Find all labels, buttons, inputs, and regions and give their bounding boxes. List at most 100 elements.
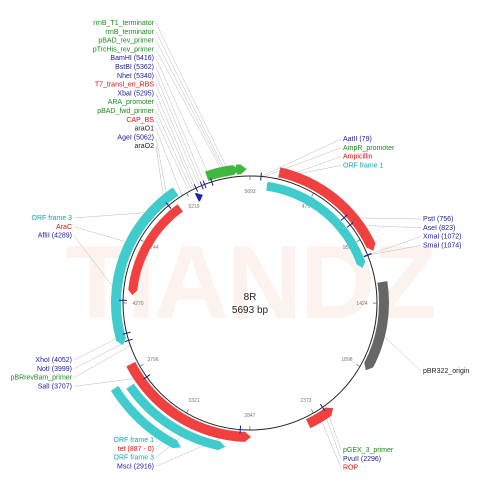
tick-mark <box>139 364 144 367</box>
feature-orf-frame-3-left <box>110 187 179 346</box>
tick-mark <box>186 409 189 414</box>
feature-ampicillin <box>278 167 376 251</box>
feature-ara-promoter <box>205 166 231 181</box>
leader-line <box>155 119 190 192</box>
leader-line <box>155 31 229 178</box>
tick-marks: 5693 475 950 1424 1898 2373 2847 3321 3796 4270 47… <box>122 176 378 431</box>
leader-line <box>155 84 200 187</box>
leader-line <box>155 128 183 196</box>
site-mark <box>260 172 262 181</box>
leader-line <box>155 40 228 179</box>
feature-orf-frame-1-top <box>266 181 366 268</box>
site-label: pGEX_3_primer <box>343 447 394 454</box>
site-label: ROP <box>343 465 359 472</box>
site-label: ORF frame 3 <box>114 455 155 462</box>
leader-line <box>155 102 195 190</box>
tick-label: 5219 <box>188 204 199 210</box>
site-label: AgeI (5062) <box>117 134 154 141</box>
feature-pbr322-origin <box>364 281 390 371</box>
site-mark <box>124 338 133 343</box>
tick-mark <box>356 364 361 367</box>
site-marks <box>119 172 372 434</box>
feature-rrnb-terminator <box>223 165 240 177</box>
tick-label: 475 <box>302 204 311 210</box>
feature-orf-frame-3-bottom <box>110 385 182 449</box>
feature-small-feature <box>235 164 247 175</box>
leader-line <box>367 245 422 256</box>
feature-rop <box>305 407 334 429</box>
tick-label: 3796 <box>147 357 158 363</box>
tick-mark <box>139 239 144 242</box>
leader-line <box>367 236 422 256</box>
site-label: CAP_BS <box>126 117 154 124</box>
feature-labels: rrnB_T1_terminator rrnB_terminator pBAD_re… <box>11 20 470 472</box>
site-label: XhoI (4052) <box>35 357 72 364</box>
site-label: ORF frame 1 <box>343 162 384 169</box>
site-label: PvuII (2296) <box>343 456 381 463</box>
leader-line <box>263 147 342 178</box>
leader-line <box>73 340 129 370</box>
site-mark <box>143 374 151 380</box>
site-label: XmaI (1072) <box>423 234 462 241</box>
leader-line <box>155 22 232 178</box>
site-label: SmaI (1074) <box>423 242 462 249</box>
tick-label: 2847 <box>244 413 255 419</box>
site-mark <box>319 403 326 411</box>
tick-label: 950 <box>343 245 352 251</box>
site-label: SalI (3707) <box>38 383 72 390</box>
site-label: AflII (4289) <box>38 233 72 240</box>
leader-line <box>155 110 192 191</box>
plasmid-size: 5693 bp <box>232 305 269 316</box>
tick-mark <box>356 239 361 242</box>
feature-tet <box>126 361 251 442</box>
leader-line <box>73 345 131 378</box>
site-label: ARA_promoter <box>108 99 155 106</box>
site-label: AmpR_promoter <box>343 145 395 152</box>
site-mark <box>363 253 372 258</box>
site-label: pBRrevBam_primer <box>11 375 73 382</box>
site-mark <box>239 425 242 434</box>
site-label: araO1 <box>135 126 155 133</box>
site-label: T7_transl_en_RBS <box>95 82 154 89</box>
site-label: pBR322_origin <box>423 368 469 375</box>
site-mark <box>193 184 199 192</box>
plasmid-name: 8R <box>244 292 257 303</box>
site-label: rrnB_terminator <box>105 29 154 36</box>
site-label: pBAD_rev_primer <box>98 38 154 45</box>
feature-blue-small <box>194 193 203 202</box>
tick-label: 1898 <box>341 357 352 363</box>
site-label: XbaI (5295) <box>117 90 154 97</box>
site-label: pBAD_fwd_primer <box>97 108 154 115</box>
tick-label: 5693 <box>244 189 255 195</box>
leader-line <box>155 93 197 189</box>
site-mark <box>202 180 207 189</box>
leader-line <box>155 49 227 179</box>
tick-mark <box>186 192 189 197</box>
site-label: NotI (3999) <box>37 366 72 373</box>
site-label: AatII (79) <box>343 136 372 143</box>
site-label: NheI (5340) <box>117 73 154 80</box>
site-label: PstI (756) <box>423 216 453 223</box>
tick-label: 4744 <box>147 245 158 251</box>
site-mark <box>122 331 131 335</box>
tick-label: 4270 <box>132 301 143 307</box>
site-mark <box>340 214 348 221</box>
site-label: MscI (2916) <box>117 463 154 470</box>
site-label: AraC <box>56 224 72 231</box>
feature-arac <box>128 204 183 296</box>
tick-mark <box>311 409 314 414</box>
site-label: tet (887 - 0) <box>118 446 154 453</box>
site-mark <box>165 202 172 209</box>
site-label: BstBI (5362) <box>115 64 154 71</box>
tick-label: 3321 <box>188 398 199 404</box>
tick-label: 2373 <box>300 398 311 404</box>
feature-orf-frame-1-bottom <box>126 383 226 451</box>
site-label: ORF frame 1 <box>114 437 155 444</box>
site-mark <box>199 181 204 190</box>
tick-label: 1424 <box>356 301 367 307</box>
feature-arcs <box>110 164 390 451</box>
leader-line <box>260 138 342 177</box>
leader-line <box>155 58 213 182</box>
leader-line <box>155 66 205 185</box>
